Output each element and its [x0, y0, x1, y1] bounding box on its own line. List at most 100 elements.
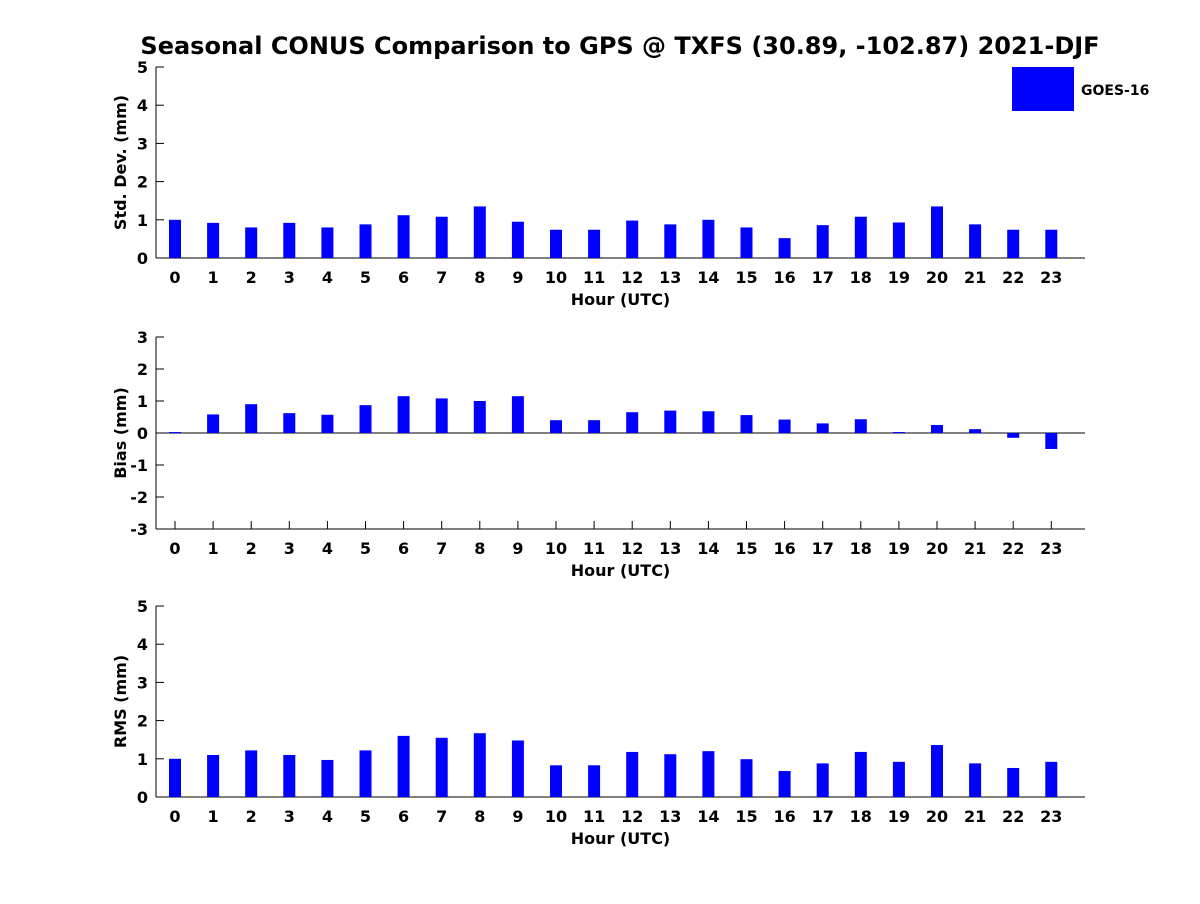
bar — [207, 754, 220, 797]
legend: GOES-16 — [1012, 67, 1149, 111]
bar — [245, 227, 258, 258]
x-tick-label: 15 — [735, 807, 757, 826]
x-tick-label: 0 — [169, 268, 180, 287]
x-tick-label: 20 — [926, 268, 948, 287]
bar — [169, 758, 181, 797]
bar — [359, 750, 372, 797]
bar — [854, 751, 867, 797]
y-axis-label: Bias (mm) — [111, 387, 130, 479]
x-tick-label: 6 — [398, 539, 409, 558]
x-tick-label: 2 — [246, 539, 257, 558]
x-tick-label: 9 — [512, 268, 523, 287]
x-tick-label: 16 — [773, 539, 795, 558]
bar — [397, 215, 410, 258]
bar — [892, 761, 905, 797]
bar — [207, 222, 220, 258]
bar — [359, 224, 372, 258]
x-tick-label: 21 — [964, 268, 986, 287]
x-tick-label: 15 — [735, 268, 757, 287]
bar — [1007, 229, 1020, 258]
bar — [931, 206, 943, 258]
x-tick-label: 5 — [360, 807, 371, 826]
x-tick-label: 16 — [773, 807, 795, 826]
bar — [588, 765, 601, 797]
x-tick-label: 17 — [812, 807, 834, 826]
x-tick-label: 20 — [926, 807, 948, 826]
x-tick-label: 21 — [964, 807, 986, 826]
x-tick-label: 23 — [1040, 807, 1062, 826]
x-tick-label: 13 — [659, 539, 681, 558]
y-tick-label: 0 — [137, 249, 148, 268]
x-tick-label: 12 — [621, 268, 643, 287]
bar — [702, 751, 715, 797]
x-tick-label: 11 — [583, 268, 605, 287]
y-tick-label: 1 — [137, 211, 148, 230]
bar — [1007, 767, 1020, 797]
bar — [473, 733, 486, 797]
bar — [740, 227, 753, 258]
y-tick-label: -3 — [130, 520, 148, 539]
bar — [435, 216, 448, 258]
legend-swatch — [1012, 67, 1074, 111]
bar — [321, 414, 334, 433]
x-axis-label: Hour (UTC) — [571, 829, 671, 848]
x-tick-label: 5 — [360, 539, 371, 558]
x-tick-label: 10 — [545, 268, 567, 287]
bar — [435, 398, 448, 433]
x-tick-label: 9 — [512, 539, 523, 558]
x-tick-label: 13 — [659, 268, 681, 287]
x-tick-label: 8 — [474, 539, 485, 558]
bar — [1007, 433, 1020, 438]
bar — [283, 413, 296, 433]
y-tick-label: 5 — [137, 597, 148, 616]
bar — [588, 229, 601, 258]
bar — [550, 420, 562, 433]
y-tick-label: 4 — [137, 635, 148, 654]
bar — [816, 225, 829, 258]
bar — [626, 751, 639, 797]
x-tick-label: 10 — [545, 807, 567, 826]
x-tick-label: 20 — [926, 539, 948, 558]
bar — [740, 759, 753, 797]
bar — [207, 414, 220, 433]
bar — [778, 419, 791, 433]
x-tick-label: 3 — [284, 268, 295, 287]
x-tick-label: 9 — [512, 807, 523, 826]
bar — [550, 765, 562, 797]
x-tick-label: 11 — [583, 807, 605, 826]
x-tick-label: 1 — [208, 807, 219, 826]
x-tick-label: 22 — [1002, 268, 1024, 287]
x-tick-label: 8 — [474, 807, 485, 826]
x-tick-label: 12 — [621, 807, 643, 826]
x-tick-label: 23 — [1040, 268, 1062, 287]
bar — [778, 771, 791, 797]
x-tick-label: 14 — [697, 807, 719, 826]
y-tick-label: -2 — [130, 488, 148, 507]
bar — [473, 401, 486, 433]
x-tick-label: 13 — [659, 807, 681, 826]
y-tick-label: 3 — [137, 328, 148, 347]
bar — [854, 216, 867, 258]
x-tick-label: 11 — [583, 539, 605, 558]
bar — [511, 740, 524, 797]
bar — [854, 419, 867, 433]
y-axis-label: Std. Dev. (mm) — [111, 95, 130, 230]
bar — [321, 759, 334, 797]
x-tick-label: 12 — [621, 539, 643, 558]
x-tick-label: 15 — [735, 539, 757, 558]
x-tick-label: 2 — [246, 807, 257, 826]
bar — [816, 763, 829, 797]
bar — [626, 412, 639, 433]
bar — [778, 238, 791, 258]
x-tick-label: 10 — [545, 539, 567, 558]
y-tick-label: 5 — [137, 58, 148, 77]
bar — [550, 229, 562, 258]
bar — [1045, 229, 1058, 258]
y-tick-label: 2 — [137, 173, 148, 192]
y-tick-label: 2 — [137, 712, 148, 731]
x-axis-label: Hour (UTC) — [571, 290, 671, 309]
bar — [969, 224, 982, 258]
